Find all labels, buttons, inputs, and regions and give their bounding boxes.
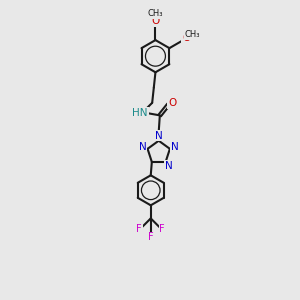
Text: N: N — [155, 130, 163, 140]
Text: CH₃: CH₃ — [185, 30, 200, 39]
Text: F: F — [136, 224, 142, 234]
Text: N: N — [165, 161, 172, 171]
Text: O: O — [168, 98, 176, 108]
Text: CH₃: CH₃ — [148, 9, 163, 18]
Text: F: F — [148, 232, 154, 242]
Text: O: O — [151, 16, 160, 26]
Text: O: O — [182, 34, 190, 44]
Text: F: F — [159, 224, 165, 234]
Text: HN: HN — [132, 108, 148, 118]
Text: N: N — [139, 142, 146, 152]
Text: N: N — [171, 142, 179, 152]
